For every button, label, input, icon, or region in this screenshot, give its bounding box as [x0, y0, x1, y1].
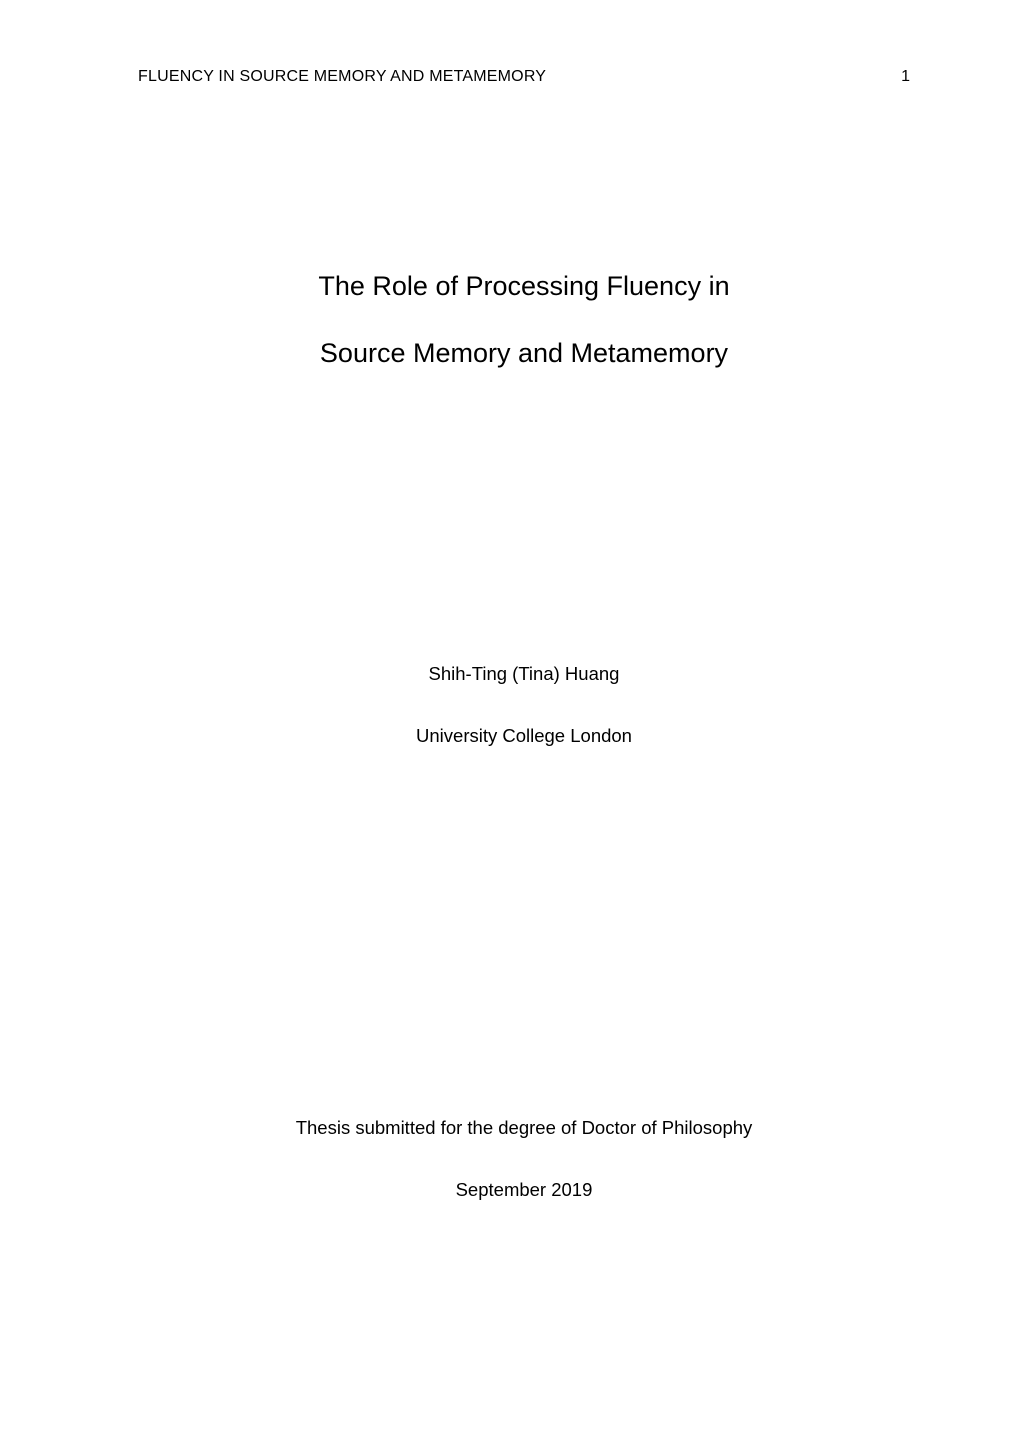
author-block: Shih-Ting (Tina) Huang University Colleg…	[138, 663, 910, 747]
author-affiliation: University College London	[138, 725, 910, 747]
title-block: The Role of Processing Fluency in Source…	[138, 266, 910, 373]
page-number: 1	[901, 68, 910, 86]
submission-block: Thesis submitted for the degree of Docto…	[138, 1117, 910, 1201]
page-header: FLUENCY IN SOURCE MEMORY AND METAMEMORY …	[138, 68, 910, 86]
author-name: Shih-Ting (Tina) Huang	[138, 663, 910, 685]
title-line-2: Source Memory and Metamemory	[138, 333, 910, 374]
thesis-title-page: FLUENCY IN SOURCE MEMORY AND METAMEMORY …	[0, 0, 1020, 1442]
title-line-1: The Role of Processing Fluency in	[138, 266, 910, 307]
submission-statement: Thesis submitted for the degree of Docto…	[138, 1117, 910, 1139]
submission-date: September 2019	[138, 1179, 910, 1201]
running-head: FLUENCY IN SOURCE MEMORY AND METAMEMORY	[138, 68, 546, 86]
